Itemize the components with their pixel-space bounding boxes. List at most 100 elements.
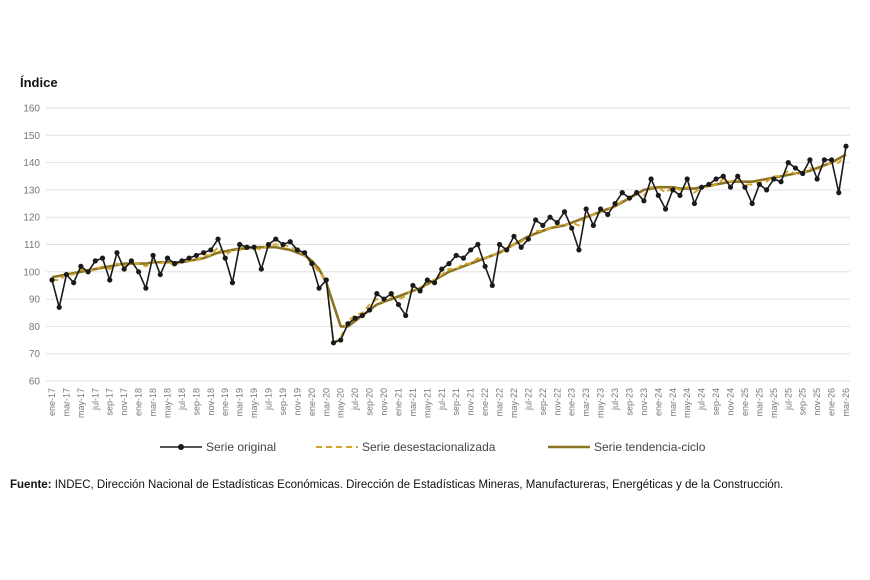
data-point xyxy=(287,239,293,245)
data-point xyxy=(92,258,98,264)
data-point xyxy=(460,255,467,261)
data-point xyxy=(193,252,199,259)
x-tick-label: ene-17 xyxy=(47,388,57,416)
data-point xyxy=(330,340,337,346)
x-tick-label: mar-22 xyxy=(495,388,505,417)
x-tick-label: jul-19 xyxy=(264,388,274,411)
source-note: Fuente: INDEC, Dirección Nacional de Est… xyxy=(10,479,783,491)
data-point xyxy=(742,184,748,190)
data-point xyxy=(302,250,308,256)
x-tick-label: may-23 xyxy=(596,388,606,418)
data-point xyxy=(150,252,156,259)
data-point xyxy=(590,222,596,228)
data-point xyxy=(439,266,445,272)
data-point xyxy=(684,176,690,182)
data-point xyxy=(136,269,142,275)
data-point xyxy=(807,157,813,163)
data-point xyxy=(504,247,510,253)
data-point xyxy=(172,261,178,267)
data-point xyxy=(828,157,835,163)
data-point xyxy=(706,181,712,188)
data-point xyxy=(648,176,654,182)
data-point xyxy=(367,307,373,313)
data-point xyxy=(561,209,568,215)
y-tick-label: 160 xyxy=(23,104,40,115)
x-tick-label: may-18 xyxy=(162,388,172,418)
data-point xyxy=(316,285,322,291)
data-point xyxy=(143,285,149,291)
x-tick-label: nov-25 xyxy=(812,388,822,416)
data-point xyxy=(699,184,705,190)
data-point xyxy=(244,244,250,250)
data-point xyxy=(265,241,272,248)
data-point xyxy=(381,296,387,302)
data-point xyxy=(71,280,77,286)
x-tick-label: jul-18 xyxy=(177,388,187,411)
data-point xyxy=(410,282,416,289)
data-point xyxy=(114,250,120,256)
x-tick-label: ene-26 xyxy=(827,388,837,416)
data-point xyxy=(547,214,553,220)
legend-marker xyxy=(178,444,184,450)
y-tick-label: 80 xyxy=(29,322,41,333)
data-point xyxy=(677,192,683,198)
x-tick-label: ene-22 xyxy=(480,388,490,416)
x-tick-label: mar-19 xyxy=(235,388,245,417)
y-axis-label: Índice xyxy=(20,75,58,90)
x-tick-label: ene-19 xyxy=(220,388,230,416)
x-tick-label: mar-26 xyxy=(841,388,851,417)
data-point xyxy=(814,176,820,182)
source-text: INDEC, Dirección Nacional de Estadística… xyxy=(55,479,784,491)
x-tick-label: sep-18 xyxy=(191,388,201,416)
x-tick-label: mar-24 xyxy=(668,388,678,417)
data-point xyxy=(836,190,842,196)
x-tick-label: ene-21 xyxy=(393,388,403,416)
data-point xyxy=(533,217,539,223)
data-point xyxy=(280,241,286,248)
data-point xyxy=(179,258,185,264)
x-tick-label: mar-21 xyxy=(408,388,418,417)
x-tick-label: ene-24 xyxy=(653,388,663,416)
data-point xyxy=(605,211,611,218)
y-tick-label: 100 xyxy=(23,267,40,278)
x-tick-label: sep-22 xyxy=(538,388,548,416)
data-point xyxy=(157,271,163,278)
x-tick-label: sep-25 xyxy=(798,388,808,416)
x-tick-label: may-25 xyxy=(769,388,779,418)
data-point xyxy=(323,277,329,283)
legend-label: Serie tendencia-ciclo xyxy=(594,440,706,454)
data-point xyxy=(496,241,503,248)
data-point xyxy=(576,247,582,253)
legend-label: Serie original xyxy=(206,440,276,454)
data-point xyxy=(482,263,488,269)
data-point xyxy=(107,277,113,283)
series-line xyxy=(52,153,847,344)
data-point xyxy=(655,192,661,198)
data-point xyxy=(208,247,214,253)
data-point xyxy=(475,241,481,248)
x-tick-label: may-21 xyxy=(422,388,432,418)
x-tick-label: may-24 xyxy=(682,388,692,418)
data-point xyxy=(222,255,228,261)
x-tick-label: sep-20 xyxy=(365,388,375,416)
data-point xyxy=(395,301,402,308)
x-tick-label: jul-24 xyxy=(697,388,707,411)
x-tick-label: mar-23 xyxy=(581,388,591,417)
x-tick-label: may-22 xyxy=(509,388,519,418)
y-tick-label: 90 xyxy=(29,295,41,306)
x-tick-label: ene-20 xyxy=(307,388,317,416)
data-point xyxy=(511,233,517,239)
x-tick-label: nov-22 xyxy=(552,388,562,416)
data-point xyxy=(309,261,315,267)
x-tick-label: sep-19 xyxy=(278,388,288,416)
x-tick-label: ene-18 xyxy=(134,388,144,416)
y-tick-label: 130 xyxy=(23,185,40,196)
data-point xyxy=(525,236,532,242)
data-point xyxy=(99,255,106,261)
x-tick-label: may-19 xyxy=(249,388,259,418)
data-point xyxy=(359,312,365,319)
data-point xyxy=(352,315,358,321)
legend-label: Serie desestacionalizada xyxy=(362,440,496,454)
data-point xyxy=(792,165,799,171)
